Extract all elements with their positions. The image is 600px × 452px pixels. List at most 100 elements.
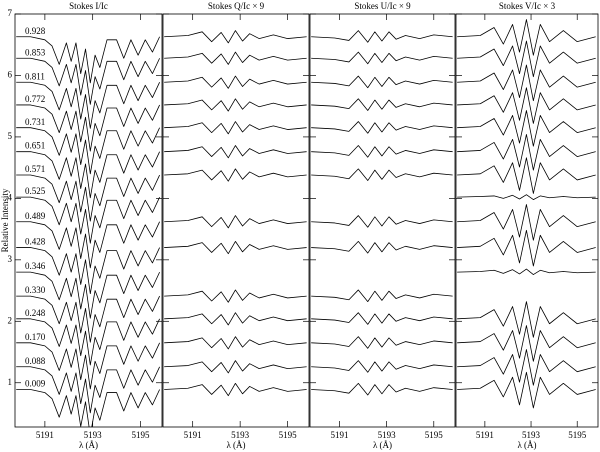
x-tick-label: 5193	[231, 430, 250, 440]
phase-label: 0.928	[25, 26, 46, 36]
spectrum-line	[16, 174, 160, 222]
spectra	[311, 30, 453, 396]
spectrum-line	[16, 318, 160, 366]
x-axis-label: λ (Å)	[517, 440, 536, 450]
spectrum-line	[311, 241, 453, 254]
phase-label: 0.853	[25, 47, 46, 57]
spectrum-line	[457, 301, 596, 338]
spectrum-line	[311, 289, 453, 303]
spectrum-line	[311, 382, 453, 396]
spectrum-line	[16, 81, 160, 129]
spectrum-line	[311, 168, 453, 181]
panel-frame	[162, 13, 310, 428]
y-tick-label: 4	[8, 192, 13, 202]
spectrum-line	[311, 215, 453, 228]
spectrum-line	[16, 36, 160, 84]
spectrum-line	[311, 145, 453, 158]
phase-label: 0.489	[25, 211, 46, 221]
x-tick-label: 5193	[522, 430, 541, 440]
spectrum-line	[164, 312, 307, 326]
panel-title: Stokes V/Ic × 3	[499, 1, 556, 11]
y-tick-label: 1	[8, 377, 13, 387]
spectrum-line	[164, 289, 307, 303]
x-axis-label: λ (Å)	[373, 440, 392, 450]
panel-title: Stokes I/Ic	[69, 1, 108, 11]
spectrum-line	[164, 336, 307, 350]
panel-frame	[455, 13, 599, 428]
spectrum-line	[16, 104, 160, 152]
spectrum-line	[164, 145, 307, 159]
phase-label: 0.248	[25, 308, 46, 318]
x-tick-label: 5193	[378, 430, 397, 440]
spectrum-line	[311, 336, 453, 349]
phase-label: 0.428	[25, 237, 46, 247]
spectrum-line	[457, 349, 596, 386]
panel-title: Stokes U/Ic × 9	[354, 1, 411, 11]
spectrum-line	[16, 366, 160, 414]
spectrum-line	[457, 229, 596, 267]
spectrum-line	[164, 51, 307, 65]
y-tick-label: 6	[8, 70, 13, 80]
x-tick-label: 5195	[568, 430, 587, 440]
phase-label: 0.346	[25, 261, 46, 271]
spectrum-line	[457, 204, 596, 241]
spectrum-line	[457, 87, 596, 124]
spectrum-line	[16, 295, 160, 343]
phase-label: 0.009	[25, 379, 46, 389]
spectrum-line	[16, 221, 160, 269]
spectrum-line	[457, 371, 596, 409]
spectrum-line	[164, 75, 307, 89]
spectrum-line	[311, 121, 453, 134]
spectrum-line	[457, 19, 596, 56]
spectrum-line	[457, 134, 596, 171]
spectrum-line	[457, 157, 596, 194]
spectrum-line	[311, 312, 453, 325]
x-axis-label: λ (Å)	[226, 440, 245, 450]
spectrum-line	[164, 168, 307, 182]
phase-label: 0.811	[25, 71, 45, 81]
phase-label: 0.651	[25, 141, 45, 151]
spectrum-line	[164, 382, 307, 397]
spectrum-line	[457, 268, 596, 275]
spectrum-line	[16, 196, 160, 244]
spectra	[16, 36, 160, 427]
spectrum-line	[457, 110, 596, 147]
spectrum-line	[16, 389, 160, 427]
phase-label: 0.330	[25, 285, 46, 295]
spectrum-line	[16, 57, 160, 105]
spectrum-line	[16, 271, 160, 319]
phase-label: 0.571	[25, 164, 45, 174]
spectrum-line	[311, 360, 453, 373]
x-tick-label: 5191	[36, 430, 54, 440]
spectra	[164, 30, 307, 397]
spectrum-line	[16, 342, 160, 390]
spectrum-line	[457, 40, 596, 78]
panel-title: Stokes Q/Ic × 9	[208, 1, 265, 11]
spectrum-line	[311, 98, 453, 111]
x-tick-label: 5195	[131, 430, 150, 440]
spectrum-line	[457, 194, 596, 200]
spectrum-line	[16, 151, 160, 199]
x-tick-label: 5191	[184, 430, 202, 440]
phase-label: 0.170	[25, 332, 46, 342]
spectrum-line	[164, 98, 307, 112]
phase-label: 0.772	[25, 94, 45, 104]
y-tick-label: 5	[8, 131, 13, 141]
spectrum-line	[164, 121, 307, 135]
x-axis-label: λ (Å)	[79, 440, 98, 450]
spectrum-line	[311, 51, 453, 65]
spectrum-line	[164, 360, 307, 374]
spectra	[457, 19, 596, 409]
spectrum-line	[164, 241, 307, 255]
x-tick-label: 5191	[330, 430, 348, 440]
x-tick-label: 5193	[84, 430, 103, 440]
y-tick-label: 7	[8, 8, 13, 18]
phase-label: 0.731	[25, 117, 45, 127]
spectrum-line	[457, 325, 596, 362]
spectrum-line	[16, 247, 160, 295]
spectrum-line	[311, 75, 453, 89]
panel-frame	[309, 13, 456, 428]
y-tick-label: 2	[8, 315, 13, 325]
